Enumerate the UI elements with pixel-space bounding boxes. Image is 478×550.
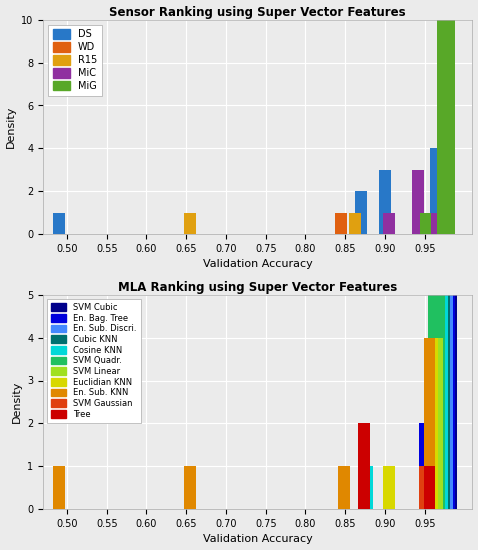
Legend: DS, WD, R15, MiC, MiG: DS, WD, R15, MiC, MiG — [48, 25, 102, 96]
Bar — [430, 148, 448, 234]
Bar — [361, 466, 373, 509]
Bar — [420, 213, 432, 234]
Y-axis label: Density: Density — [6, 106, 16, 148]
Legend: SVM Cubic, En. Bag. Tree, En. Sub. Discri., Cubic KNN, Cosine KNN, SVM Quadr., S: SVM Cubic, En. Bag. Tree, En. Sub. Discr… — [47, 299, 141, 423]
Bar — [419, 424, 431, 509]
Bar — [424, 466, 435, 509]
Bar — [355, 191, 367, 234]
Bar — [421, 466, 433, 509]
X-axis label: Validation Accuracy: Validation Accuracy — [203, 535, 313, 544]
Bar — [435, 295, 453, 509]
Bar — [425, 338, 443, 509]
X-axis label: Validation Accuracy: Validation Accuracy — [203, 260, 313, 270]
Bar — [383, 466, 395, 509]
Bar — [424, 338, 435, 509]
Bar — [419, 466, 431, 509]
Bar — [383, 466, 395, 509]
Bar — [383, 213, 395, 234]
Bar — [337, 466, 349, 509]
Bar — [419, 424, 431, 509]
Bar — [428, 295, 445, 509]
Bar — [335, 213, 347, 234]
Bar — [433, 213, 450, 234]
Bar — [428, 213, 445, 234]
Bar — [424, 466, 435, 509]
Bar — [440, 295, 457, 509]
Bar — [379, 170, 391, 234]
Title: MLA Ranking using Super Vector Features: MLA Ranking using Super Vector Features — [118, 280, 397, 294]
Bar — [437, 295, 455, 509]
Bar — [437, 20, 455, 234]
Bar — [349, 213, 361, 234]
Bar — [358, 466, 370, 509]
Bar — [421, 466, 433, 509]
Bar — [184, 466, 196, 509]
Title: Sensor Ranking using Super Vector Features: Sensor Ranking using Super Vector Featur… — [109, 6, 406, 19]
Bar — [53, 213, 65, 234]
Bar — [433, 295, 450, 509]
Bar — [358, 424, 370, 509]
Bar — [426, 338, 438, 509]
Bar — [184, 213, 196, 234]
Y-axis label: Density: Density — [11, 381, 22, 423]
Bar — [430, 295, 448, 509]
Bar — [417, 213, 429, 234]
Bar — [53, 466, 65, 509]
Bar — [413, 170, 424, 234]
Bar — [435, 213, 453, 234]
